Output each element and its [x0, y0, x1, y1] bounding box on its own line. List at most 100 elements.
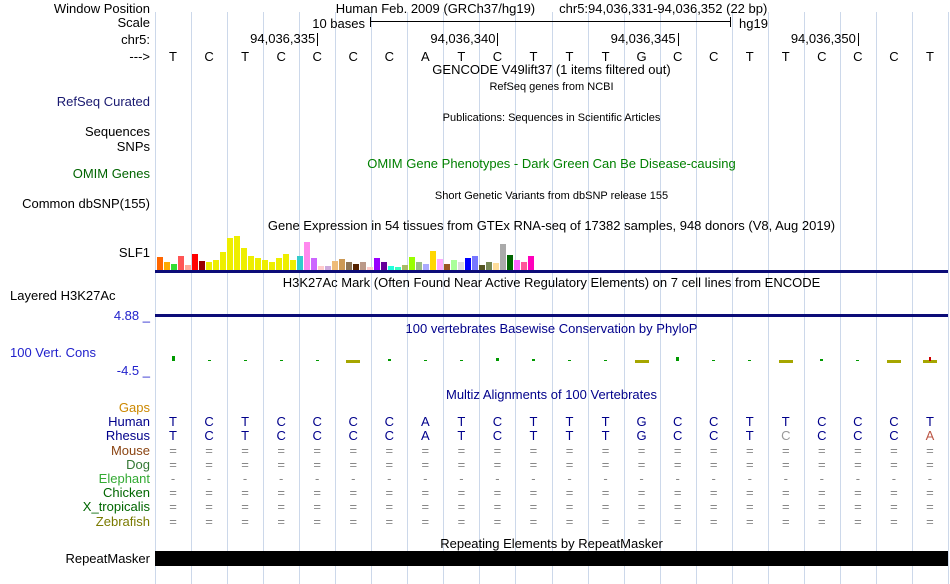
gtex-tissue-bar[interactable] — [381, 262, 387, 270]
cons-positive-mark — [495, 358, 499, 361]
gtex-tissue-bar[interactable] — [283, 254, 289, 270]
alignment-cell: = — [457, 514, 466, 529]
gtex-tissue-bar[interactable] — [346, 262, 352, 270]
alignment-cell: - — [495, 471, 500, 486]
alignment-cell: = — [205, 443, 213, 458]
gtex-tissue-bar[interactable] — [269, 262, 275, 270]
alignment-cell: = — [890, 514, 898, 529]
gtex-tissue-bar[interactable] — [500, 244, 506, 270]
gtex-tissue-bar[interactable] — [451, 260, 457, 270]
gtex-tissue-bar[interactable] — [297, 256, 303, 270]
left-label-layered-h3k27ac[interactable]: Layered H3K27Ac — [10, 288, 116, 303]
gtex-tissue-bar[interactable] — [507, 255, 513, 270]
gtex-tissue-bar[interactable] — [227, 238, 233, 270]
gtex-tissue-bar[interactable] — [206, 262, 212, 270]
gtex-tissue-bar[interactable] — [388, 266, 394, 270]
gridline — [659, 12, 661, 584]
species-label-zebrafish[interactable]: Zebrafish — [95, 514, 150, 529]
alignment-cell: G — [636, 414, 647, 429]
alignment-cell: = — [349, 499, 358, 514]
species-label-rhesus[interactable]: Rhesus — [105, 428, 150, 443]
gtex-tissue-bar[interactable] — [493, 263, 499, 270]
species-label-x-tropicalis[interactable]: X_tropicalis — [82, 499, 150, 514]
species-label-human[interactable]: Human — [108, 414, 150, 429]
left-label-omim-genes[interactable]: OMIM Genes — [72, 166, 150, 181]
gtex-tissue-bar[interactable] — [171, 264, 177, 270]
gtex-tissue-bar[interactable] — [472, 256, 478, 270]
gtex-tissue-bar[interactable] — [395, 267, 401, 270]
left-label-common-dbsnp-155[interactable]: Common dbSNP(155) — [22, 196, 150, 211]
gtex-tissue-bar[interactable] — [514, 260, 520, 270]
alignment-cell: C — [817, 414, 827, 429]
gtex-tissue-bar[interactable] — [521, 262, 527, 270]
track-image-area[interactable]: Human Feb. 2009 (GRCh37/hg19) chr5:94,03… — [155, 0, 949, 584]
left-label-snps[interactable]: SNPs — [116, 139, 150, 154]
gtex-tissue-bar[interactable] — [234, 236, 240, 270]
alignment-cell: = — [457, 457, 466, 472]
gtex-tissue-bar[interactable] — [416, 262, 422, 270]
alignment-cell: = — [421, 443, 430, 458]
gtex-tissue-bar[interactable] — [409, 257, 415, 270]
gtex-tissue-bar[interactable] — [374, 258, 380, 270]
gtex-tissue-bar[interactable] — [353, 264, 359, 270]
alignment-cell: C — [708, 428, 719, 443]
gtex-tissue-bar[interactable] — [444, 264, 450, 270]
gtex-tissue-bar[interactable] — [430, 251, 436, 270]
gtex-tissue-bar[interactable] — [276, 258, 282, 270]
left-label-refseq-curated[interactable]: RefSeq Curated — [56, 94, 150, 109]
alignment-cell: = — [890, 443, 898, 458]
gtex-tissue-bar[interactable] — [304, 242, 310, 270]
gtex-tissue-bar[interactable] — [325, 266, 331, 270]
alignment-cell: T — [601, 428, 610, 443]
gtex-tissue-bar[interactable] — [192, 254, 198, 270]
species-label-mouse[interactable]: Mouse — [110, 443, 150, 458]
alignment-cell: T — [529, 414, 538, 429]
alignment-cell: - — [747, 471, 752, 486]
gtex-tissue-bar[interactable] — [360, 262, 366, 270]
gridline — [948, 12, 949, 584]
gtex-tissue-bar[interactable] — [423, 264, 429, 270]
gtex-tissue-bar[interactable] — [290, 260, 296, 270]
position-tick — [857, 33, 859, 46]
alignment-cell: = — [493, 443, 502, 458]
alignment-cell: = — [926, 514, 934, 529]
track-title-refseq-genes-from-ncbi: RefSeq genes from NCBI — [489, 81, 614, 93]
gtex-tissue-bar[interactable] — [367, 267, 373, 270]
alignment-cell: = — [781, 443, 790, 458]
left-label-100-vert-cons[interactable]: 100 Vert. Cons — [10, 345, 96, 360]
alignment-cell: = — [241, 457, 249, 472]
species-label-gaps[interactable]: Gaps — [118, 400, 150, 415]
species-label-dog[interactable]: Dog — [126, 457, 150, 472]
gtex-tissue-bar[interactable] — [437, 259, 443, 270]
left-label-slf1[interactable]: SLF1 — [118, 245, 150, 260]
left-label-repeatmasker[interactable]: RepeatMasker — [65, 551, 150, 566]
gtex-tissue-bar[interactable] — [157, 257, 163, 270]
repeatmasker-bar[interactable] — [155, 551, 948, 566]
left-label-sequences[interactable]: Sequences — [84, 124, 150, 139]
gtex-tissue-bar[interactable] — [220, 252, 226, 270]
gtex-tissue-bar[interactable] — [262, 260, 268, 270]
species-label-chicken[interactable]: Chicken — [103, 485, 150, 500]
gtex-tissue-bar[interactable] — [178, 256, 184, 270]
gtex-tissue-bar[interactable] — [241, 248, 247, 270]
gtex-tissue-bar[interactable] — [318, 266, 324, 270]
gtex-tissue-bar[interactable] — [185, 265, 191, 270]
gtex-tissue-bar[interactable] — [332, 261, 338, 270]
species-label-elephant[interactable]: Elephant — [98, 471, 150, 486]
gtex-tissue-bar[interactable] — [199, 261, 205, 270]
gtex-tissue-bar[interactable] — [339, 259, 345, 270]
gtex-tissue-bar[interactable] — [248, 256, 254, 270]
gtex-tissue-bar[interactable] — [255, 258, 261, 270]
gtex-tissue-bar[interactable] — [465, 258, 471, 270]
gtex-tissue-bar[interactable] — [311, 258, 317, 270]
cons-positive-mark — [315, 360, 319, 361]
gtex-tissue-bar[interactable] — [479, 265, 485, 270]
gtex-tissue-bar[interactable] — [458, 262, 464, 270]
alignment-cell: = — [854, 457, 862, 472]
gtex-tissue-bar[interactable] — [213, 260, 219, 270]
alignment-cell: - — [855, 471, 861, 486]
gtex-tissue-bar[interactable] — [402, 265, 408, 270]
gtex-tissue-bar[interactable] — [528, 256, 534, 270]
gtex-tissue-bar[interactable] — [164, 262, 170, 270]
gtex-tissue-bar[interactable] — [486, 262, 492, 270]
